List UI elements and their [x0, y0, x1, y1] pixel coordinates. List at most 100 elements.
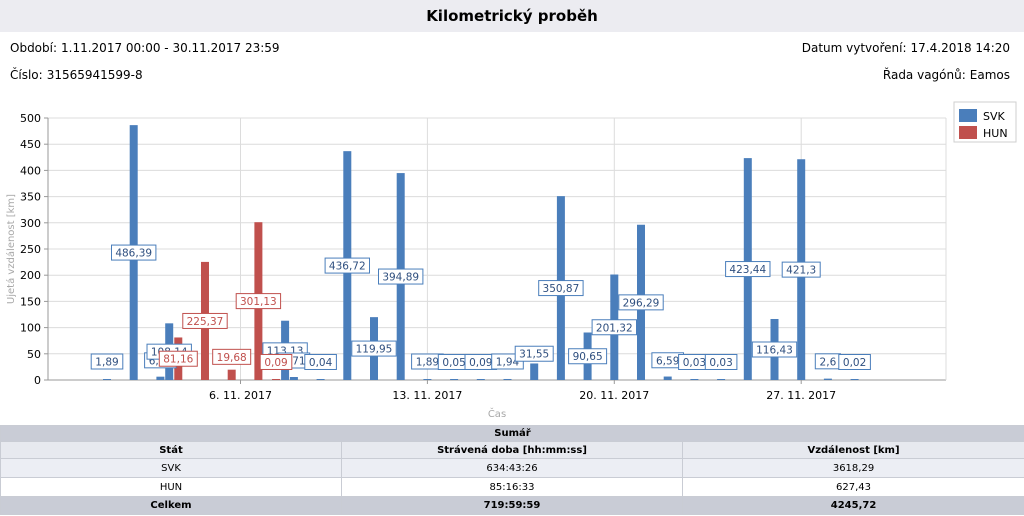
data-label: 1,89	[416, 357, 439, 369]
number-value: 31565941599-8	[46, 68, 143, 82]
data-label: 2,6	[820, 356, 837, 368]
data-label: 0,09	[469, 357, 492, 369]
data-label: 421,3	[786, 265, 816, 277]
data-label: 0,09	[264, 357, 287, 369]
summary-header-row: Stát Strávená doba [hh:mm:ss] Vzdálenost…	[0, 441, 1024, 459]
data-label: 1,94	[496, 356, 520, 368]
cell-state: HUN	[0, 477, 342, 497]
bar-svk	[450, 379, 459, 380]
data-label: 423,44	[729, 264, 766, 276]
bar-hun	[272, 379, 281, 380]
y-tick-label: 200	[20, 269, 41, 282]
total-duration: 719:59:59	[341, 496, 683, 515]
data-label-box	[704, 353, 738, 370]
cell-distance: 627,43	[681, 477, 1024, 497]
data-label-box	[351, 340, 397, 357]
bar-svk	[423, 379, 432, 380]
report-title-bar: Kilometrický proběh	[0, 0, 1024, 32]
data-label: 394,89	[382, 272, 419, 284]
data-label-box	[324, 257, 371, 274]
data-label-box	[781, 261, 821, 278]
y-tick-label: 250	[20, 243, 41, 256]
data-label: 0,04	[309, 357, 333, 369]
report-title: Kilometrický proběh	[426, 7, 598, 25]
data-label: 116,43	[756, 344, 793, 356]
data-label-box	[182, 312, 228, 329]
data-label-box	[591, 319, 637, 336]
cell-duration: 634:43:26	[341, 458, 683, 478]
bar-hun	[227, 369, 236, 380]
data-label-box	[304, 353, 337, 370]
data-label: 296,29	[623, 297, 660, 309]
data-label: 81,16	[163, 354, 193, 366]
y-tick-label: 400	[20, 164, 41, 177]
period-label: Období:	[10, 41, 58, 55]
x-tick-label: 20. 11. 2017	[579, 389, 649, 402]
period-value: 1.11.2017 00:00 - 30.11.2017 23:59	[61, 41, 280, 55]
bar-svk	[663, 376, 672, 380]
y-tick-label: 500	[20, 112, 41, 125]
x-tick-label: 27. 11. 2017	[766, 389, 836, 402]
y-tick-label: 0	[34, 374, 41, 387]
bar-svk	[717, 379, 726, 380]
data-label: 1,89	[95, 357, 118, 369]
number-label: Číslo:	[10, 68, 43, 82]
data-label: 119,95	[356, 344, 393, 356]
bar-svk	[156, 376, 165, 380]
created-label: Datum vytvoření:	[801, 41, 907, 55]
col-header-distance: Vzdálenost [km]	[681, 441, 1024, 459]
data-label-box	[259, 353, 293, 370]
y-tick-label: 150	[20, 295, 41, 308]
created-info: Datum vytvoření: 17.4.2018 14:20	[802, 41, 1010, 55]
data-label-box	[514, 345, 554, 362]
total-distance: 4245,72	[681, 496, 1024, 515]
data-label-box	[751, 341, 798, 358]
y-tick-label: 450	[20, 138, 41, 151]
data-label-box	[618, 294, 664, 311]
bar-svk	[103, 379, 111, 380]
cell-duration: 85:16:33	[341, 477, 683, 497]
y-axis-title: Ujetá vzdálenost [km]	[5, 194, 17, 304]
y-tick-label: 50	[27, 348, 41, 361]
data-label: 436,72	[329, 261, 366, 273]
legend-label-svk: SVK	[983, 110, 1006, 123]
number-info: Číslo: 31565941599-8	[10, 68, 143, 82]
data-label: 6,59	[656, 355, 679, 367]
bar-svk	[289, 377, 298, 380]
data-label-box	[212, 348, 252, 365]
data-label-box	[111, 244, 157, 261]
bar-svk	[850, 379, 859, 380]
data-label-box	[235, 293, 282, 310]
data-label: 201,32	[596, 322, 633, 334]
col-header-duration: Strávená doba [hh:mm:ss]	[341, 441, 683, 459]
col-header-state: Stát	[0, 441, 342, 459]
x-axis-title: Čas	[488, 407, 506, 420]
total-row: Celkem 719:59:59 4245,72	[0, 496, 1024, 515]
data-label: 0,03	[709, 357, 732, 369]
data-label-box	[378, 268, 424, 285]
mileage-chart: 0 50 100 150 200 250 300 350 400 450 500 6. 11. 201…	[5, 101, 1017, 420]
data-label-box	[158, 350, 198, 367]
cell-distance: 3618,29	[681, 458, 1024, 478]
bar-svk	[823, 378, 832, 380]
data-label: 90,65	[573, 351, 603, 363]
data-label: 0,03	[683, 357, 706, 369]
summary-table: Sumář Stát Strávená doba [hh:mm:ss] Vzdá…	[0, 425, 1024, 515]
legend-swatch-hun	[959, 126, 977, 139]
period-info: Období: 1.11.2017 00:00 - 30.11.2017 23:5…	[10, 41, 280, 55]
y-tick-label: 350	[20, 191, 41, 204]
data-label: 301,13	[240, 296, 277, 308]
data-label: 19,68	[217, 352, 247, 364]
legend-swatch-svk	[959, 109, 977, 122]
x-tick-label: 6. 11. 2017	[209, 389, 272, 402]
summary-caption-row: Sumář	[0, 425, 1024, 442]
table-row: SVK 634:43:26 3618,29	[0, 458, 1024, 478]
wagon-series-info: Řada vagónů: Eamos	[883, 68, 1010, 82]
data-label-box	[538, 280, 584, 297]
summary-caption: Sumář	[0, 425, 1024, 442]
table-row: HUN 85:16:33 627,43	[0, 477, 1024, 497]
bar-svk	[316, 379, 325, 380]
data-label-box	[90, 353, 124, 370]
bar-svk	[476, 379, 485, 380]
data-label-box	[568, 348, 608, 365]
